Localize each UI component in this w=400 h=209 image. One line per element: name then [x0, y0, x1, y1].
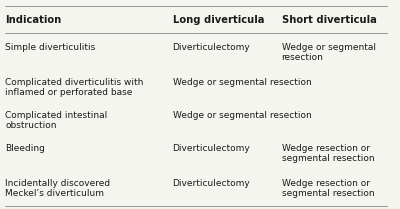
- Text: Diverticulectomy: Diverticulectomy: [173, 43, 250, 52]
- Text: Diverticulectomy: Diverticulectomy: [173, 144, 250, 153]
- Text: Diverticulectomy: Diverticulectomy: [173, 179, 250, 188]
- Text: Incidentally discovered
Meckel’s diverticulum: Incidentally discovered Meckel’s diverti…: [5, 179, 110, 198]
- Text: Simple diverticulitis: Simple diverticulitis: [5, 43, 96, 52]
- Text: Long diverticula: Long diverticula: [173, 15, 264, 25]
- Text: Wedge resection or
segmental resection: Wedge resection or segmental resection: [282, 144, 374, 163]
- Text: Wedge resection or
segmental resection: Wedge resection or segmental resection: [282, 179, 374, 198]
- Text: Bleeding: Bleeding: [5, 144, 45, 153]
- Text: Complicated diverticulitis with
inflamed or perforated base: Complicated diverticulitis with inflamed…: [5, 78, 144, 97]
- Text: Short diverticula: Short diverticula: [282, 15, 376, 25]
- Text: Wedge or segmental resection: Wedge or segmental resection: [173, 78, 312, 87]
- Text: Complicated intestinal
obstruction: Complicated intestinal obstruction: [5, 111, 108, 130]
- Text: Indication: Indication: [5, 15, 62, 25]
- Text: Wedge or segmental resection: Wedge or segmental resection: [173, 111, 312, 120]
- Text: Wedge or segmental
resection: Wedge or segmental resection: [282, 43, 376, 62]
